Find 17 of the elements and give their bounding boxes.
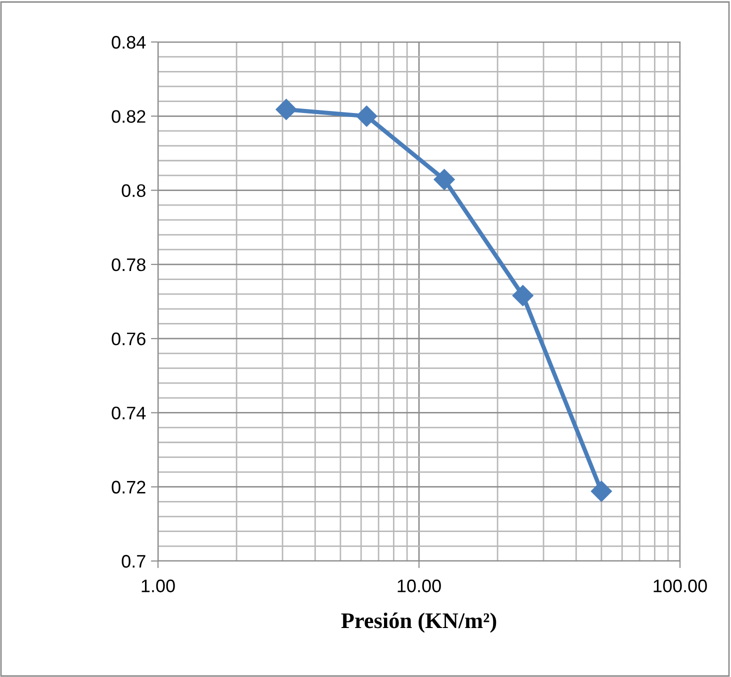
x-tick-label: 100.00 <box>654 580 707 592</box>
y-tick-label: 0.76 <box>112 332 146 346</box>
y-tick-label: 0.72 <box>112 480 146 494</box>
x-axis-title: Presión (KN/m²) <box>341 612 496 633</box>
x-tick-label: 10.00 <box>398 580 441 592</box>
y-tick-label: 0.74 <box>112 406 146 420</box>
point <box>512 285 534 306</box>
y-tick-label: 0.82 <box>112 110 146 123</box>
y-tick-label: 0.78 <box>112 258 146 272</box>
point <box>356 106 378 127</box>
point <box>590 480 612 502</box>
point <box>276 98 297 120</box>
point <box>434 169 455 190</box>
y-tick-label: 0.8 <box>122 184 146 198</box>
y-tick-label: 0.7 <box>122 554 146 568</box>
x-tick-label: 1.00 <box>142 580 175 592</box>
y-tick-label: 0.84 <box>112 36 146 49</box>
